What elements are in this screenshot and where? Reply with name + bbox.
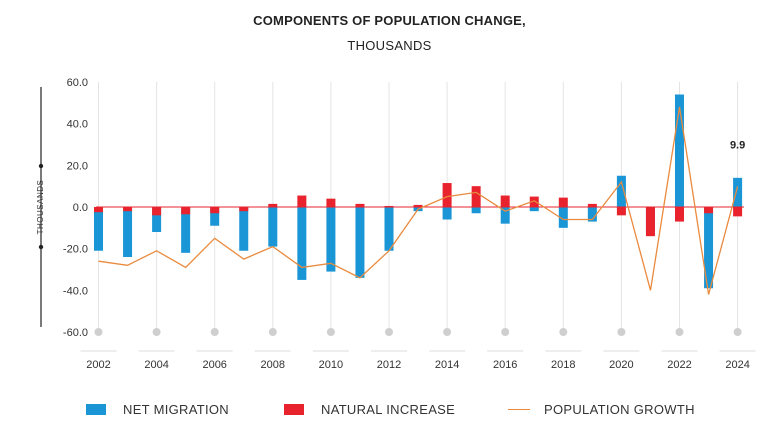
net-migration-bar xyxy=(733,177,743,207)
chart-title: COMPONENTS OF POPULATION CHANGE, xyxy=(253,13,526,28)
y-axis-label: THOUSANDS xyxy=(36,180,45,235)
net-migration-bar xyxy=(210,207,220,226)
year-guide-dot xyxy=(501,328,510,336)
data-label: 9.9 xyxy=(730,139,745,151)
net-migration-bar xyxy=(94,207,103,251)
year-guide-dot xyxy=(617,328,626,336)
natural-increase-bar xyxy=(326,198,336,207)
year-guide-dot xyxy=(210,328,219,336)
annotations: 9.9 xyxy=(730,139,745,151)
y-tick-label: -40.0 xyxy=(63,285,88,297)
year-guide-dot xyxy=(94,328,103,336)
legend-label-net-migration: NET MIGRATION xyxy=(123,402,229,417)
net-migration-bar xyxy=(529,207,539,212)
net-migration-bar xyxy=(704,207,714,289)
year-guide-dot xyxy=(385,328,393,336)
legend-swatch-net-migration xyxy=(86,404,106,415)
x-tick-label: 2008 xyxy=(261,359,285,371)
natural-increase-bar xyxy=(442,183,452,207)
legend-natural-increase: NATURAL INCREASE xyxy=(284,402,455,417)
legend-label-population-growth: POPULATION GROWTH xyxy=(544,402,695,417)
x-tick-label: 2004 xyxy=(144,359,168,371)
natural-increase-bar xyxy=(587,203,597,207)
natural-increase-bar xyxy=(733,207,743,217)
natural-increase-bar xyxy=(529,196,539,207)
legend-swatch-population-growth xyxy=(508,409,530,410)
legend-swatch-natural-increase xyxy=(284,404,304,415)
net-migration-bar xyxy=(616,175,626,207)
year-guide-dot xyxy=(559,328,568,336)
natural-increase-bar xyxy=(94,207,103,213)
natural-increase-bar xyxy=(152,207,162,216)
net-migration-bar xyxy=(471,207,481,214)
net-migration-bar xyxy=(587,207,597,222)
year-guide-dot xyxy=(443,328,452,336)
x-tick-label: 2022 xyxy=(667,359,691,371)
net-migration-bar xyxy=(558,207,568,228)
x-tick-label: 2018 xyxy=(551,359,575,371)
x-tick-label: 2024 xyxy=(725,359,749,371)
natural-increase-bar xyxy=(471,186,481,207)
natural-increase-bar xyxy=(704,207,714,214)
y-tick-label: -60.0 xyxy=(63,327,88,339)
net-migration-bar xyxy=(326,207,336,272)
x-tick-label: 2012 xyxy=(377,359,401,371)
natural-increase-bar xyxy=(616,207,626,216)
year-guide-dot xyxy=(326,328,335,336)
net-migration-bar xyxy=(500,207,510,224)
x-tick-label: 2002 xyxy=(86,359,110,371)
year-guide-dot xyxy=(152,328,161,336)
natural-increase-bar xyxy=(355,203,365,207)
natural-increase-bar xyxy=(268,203,278,207)
natural-increase-bar xyxy=(413,204,423,207)
net-migration-bar xyxy=(152,207,162,232)
legend-net-migration: NET MIGRATION xyxy=(86,402,229,417)
x-tick-label: 2014 xyxy=(435,359,459,371)
x-tick-label: 2006 xyxy=(202,359,226,371)
natural-increase-bars xyxy=(94,183,743,237)
natural-increase-bar xyxy=(384,205,394,207)
year-guide-dot xyxy=(733,328,742,336)
x-tick-label: 2020 xyxy=(609,359,633,371)
natural-increase-bar xyxy=(239,207,249,212)
net-migration-bar xyxy=(123,207,133,257)
net-migration-bar xyxy=(268,207,278,247)
natural-increase-bar xyxy=(297,195,307,207)
natural-increase-bar xyxy=(210,207,220,214)
y-tick-label: -20.0 xyxy=(63,244,88,256)
natural-increase-bar xyxy=(181,207,191,215)
natural-increase-bar xyxy=(123,207,133,212)
net-migration-bar xyxy=(239,207,249,251)
natural-increase-bar xyxy=(500,195,510,207)
x-ticks: 2002 2004 2006 2008 2010 2012 2014 2016 2018 2020… xyxy=(80,350,756,371)
natural-increase-bar xyxy=(645,207,655,237)
y-tick-label: 20.0 xyxy=(67,160,88,172)
y-tick-label: 60.0 xyxy=(67,77,88,89)
y-axis-dot-bottom xyxy=(38,244,44,250)
legend-population-growth: POPULATION GROWTH xyxy=(508,402,695,417)
y-tick-label: 40.0 xyxy=(67,119,88,131)
year-guide-dot xyxy=(675,328,684,336)
net-migration-bar xyxy=(675,94,684,207)
x-tick-label: 2016 xyxy=(493,359,517,371)
net-migration-bars xyxy=(94,94,743,289)
net-migration-bar xyxy=(355,207,365,278)
y-tick-label: 0.0 xyxy=(73,202,88,214)
legend-label-natural-increase: NATURAL INCREASE xyxy=(321,402,456,417)
net-migration-bar xyxy=(442,207,452,220)
chart-subtitle: THOUSANDS xyxy=(347,38,432,53)
natural-increase-bar xyxy=(675,207,684,222)
y-axis-dot-top xyxy=(38,163,44,169)
net-migration-bar xyxy=(297,207,307,280)
net-migration-bar xyxy=(384,207,394,251)
population-growth-line xyxy=(98,106,739,295)
natural-increase-bar xyxy=(558,197,568,207)
year-guide-dot xyxy=(268,328,277,336)
x-tick-label: 2010 xyxy=(319,359,343,371)
y-ticks: 60.0 40.0 20.0 0.0 -20.0 -40.0 -60.0 xyxy=(63,77,88,339)
net-migration-bar xyxy=(181,207,191,253)
